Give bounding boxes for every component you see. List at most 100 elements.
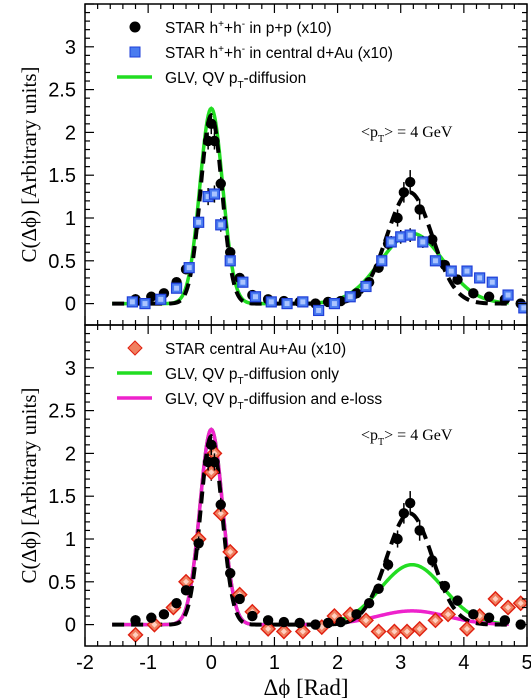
- data-point-highlight: [205, 194, 211, 200]
- data-point-highlight: [407, 232, 413, 238]
- legend-label-2: GLV, QV pT-diffusion: [165, 70, 306, 91]
- data-point: [146, 612, 157, 623]
- data-point-highlight: [158, 296, 164, 302]
- data-point-highlight: [331, 301, 337, 307]
- data-point-highlight: [211, 191, 217, 197]
- data-point-highlight: [432, 258, 438, 264]
- data-point: [468, 288, 479, 299]
- y-tick-label: 0: [65, 294, 76, 316]
- legend-label-1: STAR h++h- in central d+Au (x10): [165, 44, 393, 62]
- data-point: [404, 497, 416, 509]
- data-point-highlight: [347, 294, 353, 300]
- data-point-highlight: [227, 258, 233, 264]
- y-tick-label: 2.5: [48, 401, 76, 423]
- y-tick-label: 1: [65, 208, 76, 230]
- data-point-highlight: [252, 294, 258, 300]
- x-tick-label: -2: [76, 652, 94, 674]
- x-tick-label: 2: [332, 652, 343, 674]
- y-tick-label: 3: [65, 37, 76, 59]
- data-point-highlight: [492, 595, 499, 602]
- y-tick-label: 2.5: [48, 80, 76, 102]
- data-point: [130, 615, 141, 626]
- series-2-curve: [112, 427, 509, 627]
- data-point: [215, 178, 226, 189]
- data-point-highlight: [363, 283, 369, 289]
- data-point: [310, 619, 321, 630]
- data-point: [209, 135, 220, 147]
- data-point: [398, 187, 410, 198]
- data-point: [158, 609, 170, 620]
- data-point: [392, 212, 403, 224]
- y-tick-label: 3: [65, 358, 76, 380]
- data-point-highlight: [299, 628, 306, 635]
- legend-label-1: GLV, QV pT-diffusion only: [165, 366, 339, 387]
- data-point: [363, 598, 375, 609]
- series-1-points: [130, 434, 526, 630]
- data-point-highlight: [142, 301, 148, 307]
- data-point: [180, 585, 192, 596]
- data-point-highlight: [379, 258, 385, 264]
- data-point-highlight: [521, 305, 527, 311]
- data-point-highlight: [300, 299, 306, 305]
- data-point-highlight: [218, 222, 224, 228]
- data-point-highlight: [420, 239, 426, 245]
- data-point-highlight: [391, 628, 398, 635]
- x-tick-label: 1: [269, 652, 280, 674]
- data-point: [404, 176, 416, 188]
- y-axis-label: C(Δϕ) [Arbitrary units]: [17, 387, 41, 583]
- data-point-highlight: [505, 604, 512, 611]
- data-point: [351, 609, 362, 620]
- x-tick-label: -1: [139, 652, 157, 674]
- data-point: [373, 583, 384, 594]
- data-point-highlight: [404, 628, 411, 635]
- y-tick-label: 0.5: [48, 251, 76, 273]
- data-point-highlight: [477, 275, 483, 281]
- data-point-highlight: [432, 617, 439, 624]
- data-point-highlight: [331, 613, 338, 620]
- data-point: [171, 598, 182, 609]
- legend: STAR central Au+Au (x10) GLV, QV pT-diffu…: [117, 340, 382, 412]
- data-point-highlight: [388, 239, 394, 245]
- plot-area: [112, 427, 527, 643]
- data-point: [294, 617, 305, 629]
- legend: STAR h++h- in p+p (x10) STAR h++h- in cen…: [117, 19, 393, 91]
- data-point: [499, 615, 511, 626]
- data-point: [452, 274, 463, 285]
- data-point-highlight: [362, 617, 369, 624]
- x-tick-label: 5: [521, 652, 531, 674]
- data-point-highlight: [448, 268, 454, 274]
- legend-marker: [129, 46, 141, 58]
- data-point-highlight: [280, 628, 287, 635]
- data-point: [234, 593, 245, 605]
- x-axis: [84, 4, 528, 325]
- data-point-highlight: [316, 307, 322, 313]
- data-point: [483, 612, 495, 623]
- data-point-highlight: [217, 510, 224, 517]
- panel-top: 0 0.5 1 1.5 2 2.5 3 C(Δϕ) [Arbitrary units] STAR…: [17, 3, 528, 326]
- y-tick-label: 1.5: [48, 165, 76, 187]
- y-axis-label: C(Δϕ) [Arbitrary units]: [17, 66, 41, 262]
- data-point: [382, 559, 394, 570]
- legend-label-2: GLV, QV pT-diffusion and e-loss: [165, 391, 382, 412]
- data-point-highlight: [416, 625, 423, 632]
- data-point: [193, 538, 204, 549]
- y-tick-label: 1.5: [48, 486, 76, 508]
- annotation: <pT> = 4 GeV: [361, 124, 453, 145]
- data-point: [427, 234, 438, 245]
- data-point: [215, 499, 226, 510]
- data-point-highlight: [132, 631, 139, 638]
- data-point-highlight: [445, 611, 452, 618]
- data-point-highlight: [398, 234, 404, 240]
- data-point: [468, 609, 479, 620]
- data-point-highlight: [240, 279, 246, 285]
- data-point: [322, 617, 334, 629]
- data-point-highlight: [183, 578, 190, 585]
- series-1-points: [126, 185, 527, 317]
- data-point-highlight: [505, 292, 511, 298]
- data-point: [483, 291, 495, 302]
- data-point: [335, 616, 346, 628]
- data-point-highlight: [489, 279, 495, 285]
- legend-marker: [129, 21, 141, 33]
- data-point: [414, 525, 425, 536]
- x-axis: -2 -1 0 1 2 3 4 5: [76, 325, 531, 674]
